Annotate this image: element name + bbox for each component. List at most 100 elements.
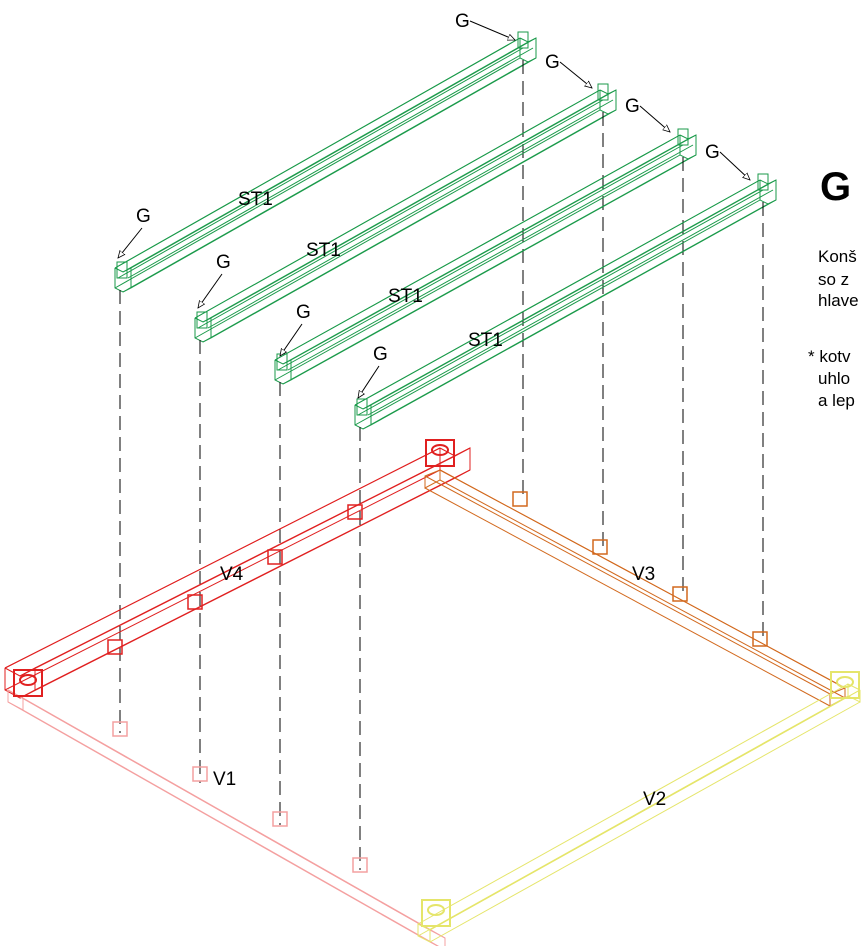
labels: G Konš so z hlave * kotv uhlo a lep ST1 ST1 ST1 ST… [118,11,859,810]
leader-arrow [118,227,143,258]
line [22,709,439,946]
note: so z [818,270,849,289]
note: Konš [818,247,857,266]
corner-block [421,899,451,927]
label: V1 [213,769,236,790]
label: G [216,252,231,273]
line [19,477,456,699]
bracket [272,811,288,827]
leader-arrow [719,151,750,180]
line [210,89,617,319]
geometry [4,31,861,946]
line [194,89,601,319]
line [274,154,681,381]
note: a lep [818,391,855,410]
leader-arrow [198,273,223,308]
label: V2 [643,789,666,810]
line [117,47,524,279]
beam-end [354,404,372,430]
leader-arrow [358,365,380,398]
line [114,37,521,269]
leader-arrow [559,61,592,88]
corner-block [830,671,860,699]
line [354,179,761,406]
note: * kotv [808,347,851,366]
connector [757,173,769,191]
label: ST1 [388,286,423,307]
line [429,701,861,943]
beam-end [274,359,292,385]
bracket [192,766,208,782]
bracket [592,539,608,555]
line [362,203,769,430]
bracket [347,504,363,520]
bracket [107,639,123,655]
line [194,109,601,339]
line [439,469,846,689]
leader-arrow [639,105,670,132]
label: ST1 [238,189,273,210]
line [130,37,537,269]
connector [517,31,529,49]
label: V3 [632,564,655,585]
connector [597,83,609,101]
corner-bolt [431,444,449,456]
bracket [352,857,368,873]
label: G [455,11,470,32]
line [4,469,441,691]
beam-end [194,317,212,343]
line [424,487,831,707]
line [370,179,777,406]
line [34,447,471,669]
heading: G [820,165,851,209]
note: hlave [818,291,859,310]
bracket [267,549,283,565]
corner-bolt [19,674,37,686]
line [277,144,684,371]
corner-block [13,669,43,697]
line [439,479,846,699]
label: ST1 [306,240,341,261]
line [197,99,604,329]
beam-end [424,469,441,489]
line [417,695,849,937]
line [282,158,689,385]
line [127,47,534,279]
line [7,689,431,931]
beam-end [4,667,36,699]
label: G [296,302,311,323]
line [290,134,697,361]
bracket [512,491,528,507]
connector [677,128,689,146]
corner-bolt [427,904,445,916]
bracket [112,721,128,737]
line [417,683,849,925]
beam-end [114,267,132,293]
label: G [705,142,720,163]
connector [196,311,208,329]
note: uhlo [818,369,850,388]
line [4,447,441,669]
leader-arrow [280,323,303,356]
line [354,199,761,426]
label: V4 [220,564,244,585]
line [287,144,694,371]
line [367,189,774,416]
label: G [545,52,560,73]
bracket [187,594,203,610]
label: ST1 [468,330,503,351]
label: G [625,96,640,117]
leader-arrow [469,20,515,40]
bracket [752,631,768,647]
line [357,189,764,416]
line [122,61,529,293]
line [202,113,609,343]
line [274,134,681,361]
label: G [373,344,388,365]
corner-bolt [836,676,854,688]
line [207,99,614,329]
corner-block [425,439,455,467]
connector [116,261,128,279]
line [424,475,831,695]
